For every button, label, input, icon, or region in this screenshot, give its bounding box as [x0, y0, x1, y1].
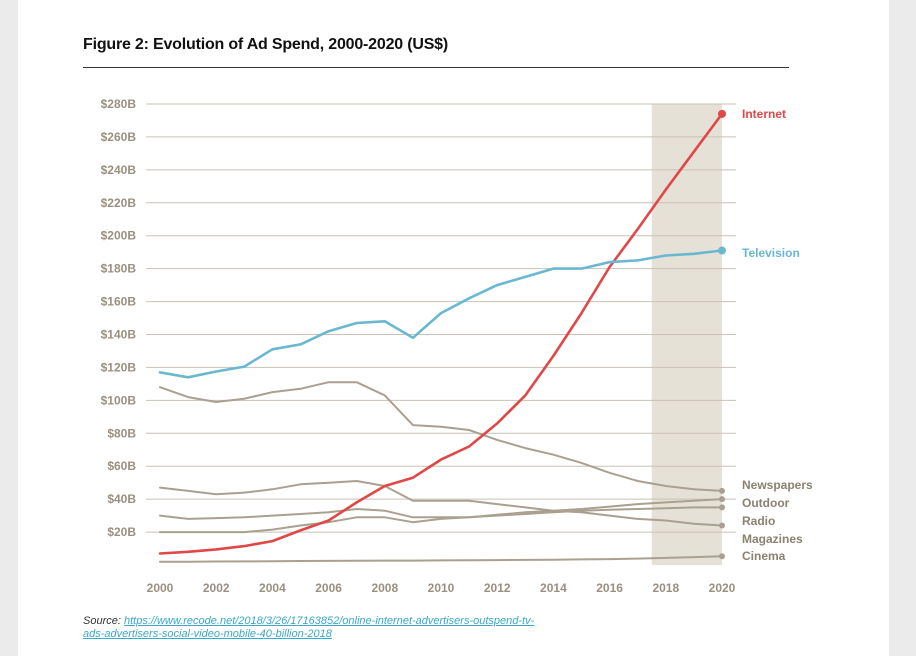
series-label-television: Television	[742, 246, 800, 260]
y-tick-label: $40B	[107, 492, 136, 506]
series-label-newspapers: Newspapers	[742, 478, 813, 492]
y-tick-label: $120B	[101, 360, 137, 374]
source-note: Source: https://www.recode.net/2018/3/26…	[83, 615, 543, 641]
x-tick-label: 2018	[652, 581, 679, 595]
series-endpoint-radio	[719, 522, 725, 529]
series-line-cinema	[159, 555, 723, 563]
x-tick-label: 2008	[371, 581, 398, 595]
y-tick-label: $260B	[101, 130, 137, 144]
x-tick-label: 2000	[147, 581, 174, 595]
x-tick-label: 2016	[596, 581, 623, 595]
series-line-outdoor	[159, 498, 723, 534]
series-line-newspapers	[159, 381, 723, 492]
series-label-radio: Radio	[742, 514, 775, 528]
y-tick-label: $140B	[101, 328, 137, 342]
y-tick-label: $240B	[101, 163, 137, 177]
y-tick-label: $220B	[101, 196, 137, 210]
series-label-cinema: Cinema	[742, 549, 786, 563]
x-tick-label: 2006	[315, 581, 342, 595]
y-tick-label: $100B	[101, 393, 137, 407]
y-tick-label: $200B	[101, 229, 137, 243]
series-endpoint-newspapers	[719, 487, 725, 494]
series-endpoint-outdoor	[719, 496, 725, 503]
figure-title: Figure 2: Evolution of Ad Spend, 2000-20…	[83, 36, 448, 53]
y-tick-label: $20B	[107, 525, 136, 539]
y-tick-label: $60B	[107, 459, 136, 473]
x-tick-label: 2002	[203, 581, 230, 595]
source-prefix: Source:	[83, 615, 124, 627]
series-line-television	[158, 249, 724, 379]
y-tick-label: $80B	[107, 426, 136, 440]
figure-card	[18, 0, 889, 656]
series-endpoint-television	[718, 246, 726, 255]
series-line-radio	[159, 480, 723, 527]
x-tick-label: 2020	[709, 581, 736, 595]
y-tick-label: $160B	[101, 295, 137, 309]
series-label-internet: Internet	[742, 107, 786, 121]
series-endpoint-internet	[718, 109, 726, 118]
series-endpoint-magazines	[719, 504, 725, 511]
series-label-outdoor: Outdoor	[742, 496, 790, 510]
series-line-internet	[158, 112, 724, 555]
x-tick-label: 2010	[428, 581, 455, 595]
series-line-magazines	[159, 506, 723, 520]
y-tick-label: $280B	[101, 97, 137, 111]
series-label-magazines: Magazines	[742, 532, 803, 546]
x-tick-label: 2014	[540, 581, 567, 595]
series-endpoint-cinema	[719, 553, 725, 560]
title-divider	[83, 67, 789, 68]
x-tick-label: 2012	[484, 581, 511, 595]
x-tick-label: 2004	[259, 581, 286, 595]
source-link[interactable]: https://www.recode.net/2018/3/26/1716385…	[83, 615, 535, 640]
y-tick-label: $180B	[101, 262, 137, 276]
